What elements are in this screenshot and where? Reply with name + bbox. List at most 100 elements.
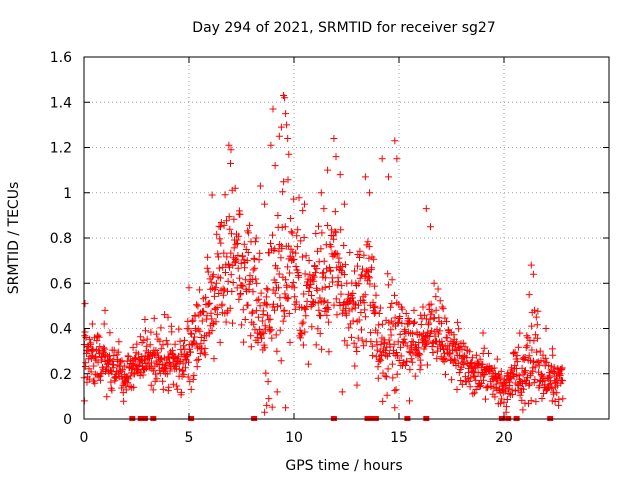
data-point <box>542 325 550 332</box>
data-point <box>436 297 444 305</box>
data-point <box>395 357 403 364</box>
data-point <box>411 318 419 326</box>
data-point <box>383 391 391 399</box>
data-point <box>232 258 239 266</box>
data-point <box>185 325 193 333</box>
data-point <box>466 383 474 391</box>
data-point <box>316 294 324 302</box>
data-point <box>280 178 288 186</box>
data-point <box>244 249 252 256</box>
x-tick-label: 0 <box>80 430 89 446</box>
data-point <box>312 269 319 277</box>
data-point <box>559 395 567 403</box>
data-point <box>530 337 538 345</box>
data-point <box>497 367 505 375</box>
data-point <box>340 200 348 208</box>
data-point <box>200 337 208 344</box>
data-point <box>150 314 158 322</box>
data-point <box>479 360 487 368</box>
data-point <box>264 311 271 319</box>
data-point <box>391 137 399 145</box>
data-point <box>312 230 320 237</box>
data-point <box>330 235 338 243</box>
data-point <box>252 275 260 283</box>
data-point <box>114 348 122 356</box>
data-point <box>382 373 390 381</box>
data-point <box>239 306 247 314</box>
x-tick-label: 20 <box>495 430 513 446</box>
data-point <box>292 263 300 270</box>
data-point <box>281 223 289 231</box>
data-point <box>537 357 545 365</box>
data-point <box>297 237 305 245</box>
data-point <box>497 399 505 407</box>
data-point <box>360 342 368 350</box>
data-point <box>525 291 533 299</box>
data-point <box>206 299 214 307</box>
data-point <box>386 343 394 351</box>
data-point <box>293 232 301 240</box>
data-point <box>328 226 336 234</box>
data-point <box>255 295 263 303</box>
data-point <box>397 352 405 360</box>
data-point <box>550 363 558 371</box>
data-point <box>467 374 475 382</box>
data-point <box>381 372 389 380</box>
data-point <box>98 370 106 377</box>
data-point <box>133 340 141 348</box>
data-point <box>336 171 344 179</box>
x-tick-label: 10 <box>285 430 303 446</box>
data-point <box>535 361 543 369</box>
data-point <box>395 318 402 326</box>
data-point <box>162 364 170 372</box>
data-point <box>436 327 444 335</box>
data-point <box>305 257 313 264</box>
data-point <box>175 365 183 373</box>
data-point <box>162 337 170 345</box>
data-point <box>187 385 195 393</box>
data-point <box>349 317 357 325</box>
data-point <box>371 282 379 290</box>
data-point <box>324 299 332 307</box>
data-point <box>197 340 205 348</box>
data-point <box>313 286 321 294</box>
data-point <box>101 345 108 353</box>
data-point <box>157 324 165 332</box>
data-point <box>528 346 536 354</box>
data-point <box>393 349 400 356</box>
data-point <box>556 371 564 379</box>
data-point <box>158 360 166 368</box>
data-point <box>81 300 89 308</box>
data-point <box>254 313 262 321</box>
data-point <box>282 276 290 284</box>
data-point <box>298 320 306 328</box>
data-point <box>147 328 155 336</box>
data-point <box>472 351 480 359</box>
data-point <box>283 295 291 303</box>
data-point <box>317 312 324 320</box>
data-point <box>408 358 416 366</box>
data-point <box>136 333 144 341</box>
data-point <box>129 360 137 368</box>
data-point <box>454 359 462 367</box>
data-point <box>527 261 535 269</box>
data-point <box>136 372 144 380</box>
data-point <box>365 243 373 251</box>
data-point <box>287 215 295 222</box>
data-point <box>523 342 531 350</box>
data-point <box>439 356 447 364</box>
data-point <box>217 239 225 247</box>
data-point <box>261 200 269 208</box>
data-point <box>374 329 382 337</box>
data-point <box>396 313 404 320</box>
data-point <box>225 213 233 221</box>
data-point <box>361 173 369 181</box>
data-point <box>221 191 229 199</box>
data-point <box>233 236 241 244</box>
data-point <box>262 293 270 301</box>
data-point <box>191 312 199 320</box>
data-point <box>185 284 193 292</box>
data-point <box>548 397 556 405</box>
data-point <box>95 333 103 341</box>
data-point <box>346 249 354 256</box>
